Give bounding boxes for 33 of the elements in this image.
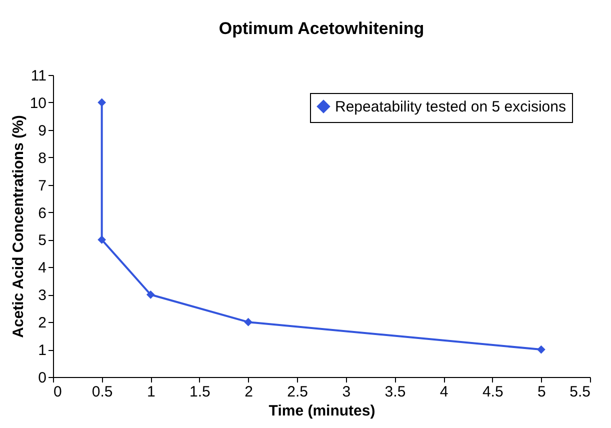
- point: [244, 318, 252, 326]
- x-tick-label: 5.5: [570, 384, 590, 400]
- y-tick-label: 5: [38, 232, 46, 250]
- x-axis-title: Time (minutes): [268, 402, 376, 420]
- y-axis-title: Acetic Acid Concentrations (%): [10, 115, 27, 338]
- x-tick-label: 2.5: [287, 384, 308, 400]
- x-tick-label: 0.5: [92, 384, 113, 400]
- y-tick-label: 10: [30, 94, 46, 112]
- point: [98, 236, 106, 244]
- x-tick-label: 1.5: [190, 384, 210, 400]
- chart-title: Optimum Acetowhitening: [218, 19, 424, 38]
- x-tick-label: 5: [538, 384, 546, 400]
- y-tick-label: 7: [38, 177, 46, 194]
- point: [146, 290, 155, 299]
- x-tick-label: 0: [54, 384, 62, 400]
- y-tick-label: 9: [38, 122, 46, 140]
- y-tick-label: 3: [38, 287, 46, 304]
- x-tick-label: 3: [342, 384, 351, 400]
- x-tick-label: 1: [146, 384, 156, 400]
- y-tick-label: 1: [38, 342, 46, 360]
- y-tick-label: 6: [38, 204, 46, 222]
- point: [98, 98, 106, 107]
- x-tick-label: 2: [244, 384, 253, 400]
- y-tick-label: 4: [38, 260, 46, 277]
- x-tick-label: 4: [440, 384, 448, 400]
- x-tick-label: 4.5: [482, 384, 504, 400]
- x-tick-label: 3.5: [384, 384, 406, 400]
- y-tick-label: 11: [30, 68, 46, 84]
- legend-label: Repeatability tested on 5 excisions: [335, 98, 566, 116]
- y-tick-label: 0: [38, 370, 46, 386]
- point: [537, 345, 546, 354]
- y-tick-label: 2: [38, 314, 46, 332]
- y-tick-label: 8: [38, 150, 46, 167]
